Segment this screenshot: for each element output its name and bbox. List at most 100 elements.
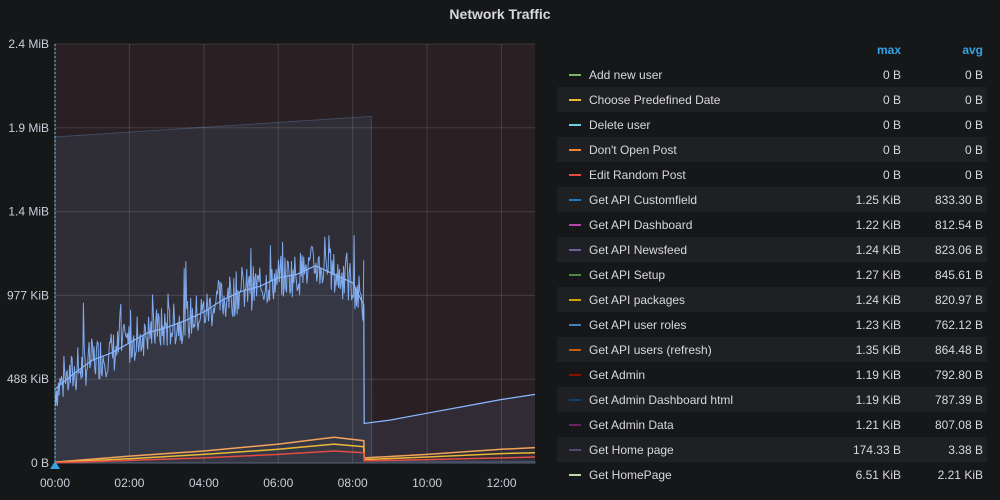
legend-item-max: 1.21 KiB [855,417,901,432]
legend-color-swatch[interactable] [569,473,581,476]
legend-item-name[interactable]: Get API packages [589,292,686,307]
legend-color-swatch[interactable] [569,173,581,176]
legend-item-max: 1.24 KiB [855,292,901,307]
x-tick-label: 12:00 [486,476,516,490]
legend-item-avg: 807.08 B [934,417,983,432]
y-tick-label: 488 KiB [7,372,49,386]
legend-header-avg[interactable]: avg [962,43,983,57]
legend-item-avg: 762.12 B [934,317,983,332]
legend-item-max: 0 B [882,67,901,82]
series-area [55,265,535,463]
legend-item-max: 1.19 KiB [855,392,901,407]
legend-item[interactable]: Get API Customfield 1.25 KiB 833.30 B [557,187,987,212]
legend-item-avg: 845.61 B [934,267,983,282]
legend-header-max[interactable]: max [876,43,901,57]
legend-item-name[interactable]: Get API Newsfeed [589,242,688,257]
legend-item[interactable]: Don't Open Post 0 B 0 B [557,137,987,162]
legend-item-max: 0 B [882,117,901,132]
series-line [54,450,536,464]
legend-item-max: 1.24 KiB [855,242,901,257]
x-tick-label: 04:00 [189,476,219,490]
legend-item[interactable]: Get HomePage 6.51 KiB 2.21 KiB [557,462,987,487]
legend-item-max: 174.33 B [852,442,901,457]
legend-item-max: 1.27 KiB [855,267,901,282]
legend-item[interactable]: Choose Predefined Date 0 B 0 B [557,87,987,112]
legend-scroll-edge [557,488,987,500]
legend-item-avg: 0 B [964,167,983,182]
legend-item-avg: 792.80 B [934,367,983,382]
series-line [54,436,536,463]
legend-item-avg: 0 B [964,92,983,107]
x-tick-label: 02:00 [114,476,144,490]
legend-item[interactable]: Get API users (refresh) 1.35 KiB 864.48 B [557,337,987,362]
legend-color-swatch[interactable] [569,298,581,301]
legend-item-avg: 3.38 B [948,442,983,457]
legend-item-avg: 820.97 B [934,292,983,307]
legend-item-max: 0 B [882,142,901,157]
legend-item-max: 1.35 KiB [855,342,901,357]
legend-item-name[interactable]: Get HomePage [589,467,672,482]
legend-item-avg: 787.39 B [934,392,983,407]
legend-color-swatch[interactable] [569,323,581,326]
legend-color-swatch[interactable] [569,248,581,251]
legend-item-max: 1.23 KiB [855,317,901,332]
legend-color-swatch[interactable] [569,423,581,426]
legend-item-avg: 833.30 B [934,192,983,207]
legend-item[interactable]: Get Home page 174.33 B 3.38 B [557,437,987,462]
legend-item-avg: 864.48 B [934,342,983,357]
legend-item[interactable]: Add new user 0 B 0 B [557,62,987,87]
legend-item-name[interactable]: Don't Open Post [589,142,677,157]
legend-item[interactable]: Get Admin Data 1.21 KiB 807.08 B [557,412,987,437]
legend-color-swatch[interactable] [569,223,581,226]
legend-item-name[interactable]: Get API Setup [589,267,666,282]
legend-item-name[interactable]: Get Admin [589,367,646,382]
legend-item[interactable]: Get API Dashboard 1.22 KiB 812.54 B [557,212,987,237]
legend-item-name[interactable]: Delete user [589,117,651,132]
legend-item[interactable]: Get API Newsfeed 1.24 KiB 823.06 B [557,237,987,262]
legend-item-name[interactable]: Edit Random Post [589,167,686,182]
legend-item-name[interactable]: Get API Customfield [589,192,698,207]
series-line-noise [54,235,365,407]
panel-title[interactable]: Network Traffic [449,6,551,22]
legend-item[interactable]: Get Admin 1.19 KiB 792.80 B [557,362,987,387]
legend-item-name[interactable]: Get Home page [589,442,674,457]
x-tick-label: 06:00 [263,476,293,490]
legend-item[interactable]: Get API Setup 1.27 KiB 845.61 B [557,262,987,287]
legend-item-max: 0 B [882,167,901,182]
legend-color-swatch[interactable] [569,348,581,351]
x-tick-label: 08:00 [338,476,368,490]
legend-item-max: 1.19 KiB [855,367,901,382]
legend-item[interactable]: Get Admin Dashboard html 1.19 KiB 787.39 B [557,387,987,412]
legend-item-avg: 812.54 B [934,217,983,232]
legend-item-name[interactable]: Get API Dashboard [589,217,693,232]
legend-color-swatch[interactable] [569,98,581,101]
legend-color-swatch[interactable] [569,198,581,201]
legend-item-name[interactable]: Get API users (refresh) [589,342,712,357]
legend-item[interactable]: Delete user 0 B 0 B [557,112,987,137]
legend-color-swatch[interactable] [569,273,581,276]
legend-item-name[interactable]: Get API user roles [589,317,687,332]
x-tick-label: 10:00 [412,476,442,490]
legend-color-swatch[interactable] [569,398,581,401]
legend-item-avg: 823.06 B [934,242,983,257]
series-line [54,443,536,464]
annotation-marker-icon[interactable] [50,461,60,469]
legend-color-swatch[interactable] [569,448,581,451]
legend-item-name[interactable]: Get Admin Data [589,417,674,432]
legend-item[interactable]: Edit Random Post 0 B 0 B [557,162,987,187]
legend-color-swatch[interactable] [569,73,581,76]
legend-item-name[interactable]: Add new user [589,67,663,82]
y-tick-label: 977 KiB [7,288,49,302]
legend-item-name[interactable]: Get Admin Dashboard html [589,392,734,407]
legend-color-swatch[interactable] [569,123,581,126]
legend-item[interactable]: Get API packages 1.24 KiB 820.97 B [557,287,987,312]
legend-color-swatch[interactable] [569,148,581,151]
legend-item[interactable]: Get API user roles 1.23 KiB 762.12 B [557,312,987,337]
legend-color-swatch[interactable] [569,373,581,376]
legend-item-max: 0 B [882,92,901,107]
legend-item-avg: 0 B [964,142,983,157]
legend-item-name[interactable]: Choose Predefined Date [589,92,721,107]
x-tick-label: 00:00 [40,476,70,490]
network-traffic-chart: 0 B 488 KiB 977 KiB 1.4 MiB 1.9 MiB 2.4 MiB 00… [7,37,536,490]
